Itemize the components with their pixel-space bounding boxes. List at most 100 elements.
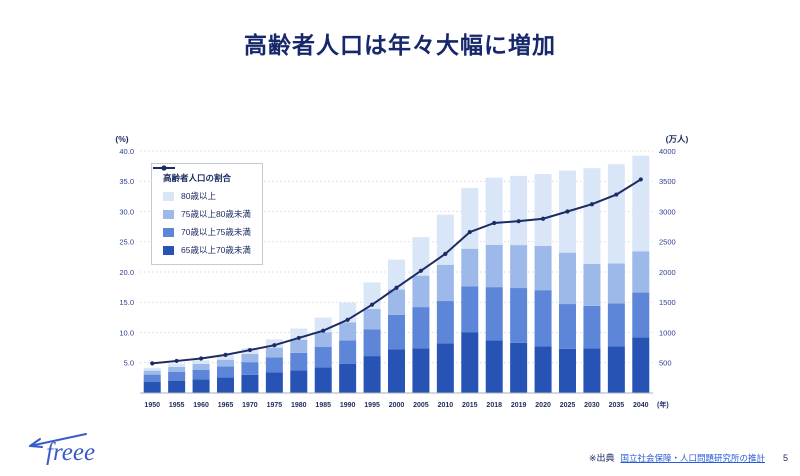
bar-segment xyxy=(436,343,454,393)
source-prefix: ※出典 xyxy=(588,453,615,463)
bar-segment xyxy=(265,357,283,373)
bar-segment xyxy=(290,352,308,371)
x-tick-label: 2035 xyxy=(609,402,625,409)
ratio-point xyxy=(174,358,179,364)
bar-segment xyxy=(168,363,186,367)
x-tick-label: 2010 xyxy=(438,402,454,409)
bar-segment xyxy=(290,339,308,353)
bar-segment xyxy=(461,286,479,333)
right-tick-label: 1000 xyxy=(659,328,676,337)
ratio-point xyxy=(247,347,253,353)
bar-segment xyxy=(143,367,161,371)
ratio-point xyxy=(492,220,497,226)
x-tick-label: 2015 xyxy=(462,402,478,409)
ratio-point xyxy=(394,285,399,290)
bar-segment xyxy=(461,248,479,287)
bar-segment xyxy=(241,353,259,363)
ratio-point xyxy=(369,302,375,307)
bar-segment xyxy=(583,305,601,349)
source-link[interactable]: 国立社会保障・人口問題研究所の推計 xyxy=(620,453,765,463)
elderly-population-chart: (%) (万人) 5.0 10.0 15.0 20.0 25.0 30.0 35.0 40.0 50… xyxy=(95,129,695,421)
page-number: 5 xyxy=(782,453,788,463)
bar-segment xyxy=(339,363,357,393)
left-tick-label: 25.0 xyxy=(119,238,134,247)
left-tick-label: 15.0 xyxy=(119,298,134,307)
bar-segment xyxy=(632,251,650,293)
x-tick-label: 1955 xyxy=(169,402,185,409)
bar-segment xyxy=(363,308,381,330)
bar-segment xyxy=(534,346,552,393)
bar-segment xyxy=(339,322,357,341)
bar-segment xyxy=(143,374,161,382)
bar-segment xyxy=(461,332,479,393)
x-tick-label: 1995 xyxy=(364,402,380,409)
bar-segment xyxy=(217,355,234,360)
bar-segment xyxy=(534,245,552,291)
right-axis-unit: (万人) xyxy=(666,134,689,144)
bar-segment xyxy=(339,340,357,364)
x-tick-label: 2025 xyxy=(560,402,576,409)
bar-segment xyxy=(217,359,234,367)
line-swatch-icon xyxy=(153,165,175,171)
x-tick-label: 2020 xyxy=(535,402,551,409)
left-tick-label: 5.0 xyxy=(124,359,134,368)
ratio-point xyxy=(345,317,350,322)
color-swatch-icon xyxy=(163,227,174,237)
bar-segment xyxy=(192,379,210,393)
bar-segment xyxy=(412,237,430,276)
x-tick-label: 1975 xyxy=(267,402,283,409)
legend-item: 80歳以上 xyxy=(163,190,251,202)
left-tick-label: 40.0 xyxy=(119,147,134,156)
x-tick-label: 2018 xyxy=(486,402,502,409)
chart-legend: 高齢者人口の割合 80歳以上 75歳以上80歳未満 70歳以上75歳未満 65歳以上70… xyxy=(151,163,263,265)
slide-title: 高齢者人口は年々大幅に増加 xyxy=(244,32,556,58)
bar-segment xyxy=(363,356,381,393)
bar-segment xyxy=(314,347,332,368)
x-tick-label: 2019 xyxy=(511,402,527,409)
ratio-point xyxy=(565,209,570,214)
left-axis-unit: (%) xyxy=(115,134,128,144)
bar-segment xyxy=(559,304,576,349)
bar-segment xyxy=(510,175,528,246)
left-tick-label: 10.0 xyxy=(119,328,134,337)
bar-segment xyxy=(607,303,625,347)
bar-segment xyxy=(485,244,503,288)
bar-segment xyxy=(192,360,210,364)
ratio-point xyxy=(443,251,448,256)
logo-arrow-icon xyxy=(29,433,87,447)
bar-segment xyxy=(583,263,601,306)
x-tick-label: 1960 xyxy=(193,402,209,409)
bar-segment xyxy=(607,346,625,393)
x-tick-label: 1965 xyxy=(218,402,234,409)
x-tick-label: 2005 xyxy=(413,402,429,409)
ratio-point xyxy=(638,177,643,182)
left-tick-label: 30.0 xyxy=(119,207,134,216)
bar-segment xyxy=(363,329,381,357)
bar-segment xyxy=(559,348,576,393)
bar-segment xyxy=(168,366,186,372)
bar-segment xyxy=(607,164,625,264)
bar-segment xyxy=(485,287,503,341)
bar-segment xyxy=(168,380,186,393)
bar-segment xyxy=(632,155,650,252)
ratio-point xyxy=(614,192,619,197)
legend-item: 70歳以上75歳未満 xyxy=(163,226,251,238)
bar-segment xyxy=(632,292,650,338)
ratio-point xyxy=(418,268,424,273)
bar-segment xyxy=(436,264,454,302)
bar-segment xyxy=(217,377,234,393)
bar-segment xyxy=(583,348,601,393)
legend-item: 65歳以上70歳未満 xyxy=(163,244,251,256)
bar-segment xyxy=(290,328,308,340)
color-swatch-icon xyxy=(163,209,174,219)
right-tick-label: 3500 xyxy=(659,177,676,186)
ratio-point xyxy=(223,352,228,357)
bar-segment xyxy=(485,177,503,245)
ratio-point xyxy=(150,361,155,366)
right-tick-label: 4000 xyxy=(659,147,676,156)
bar-segment xyxy=(559,252,576,305)
x-tick-label: 2000 xyxy=(389,402,405,409)
right-tick-label: 1500 xyxy=(659,298,676,307)
right-tick-label: 2000 xyxy=(659,268,676,277)
right-tick-label: 500 xyxy=(659,359,672,368)
